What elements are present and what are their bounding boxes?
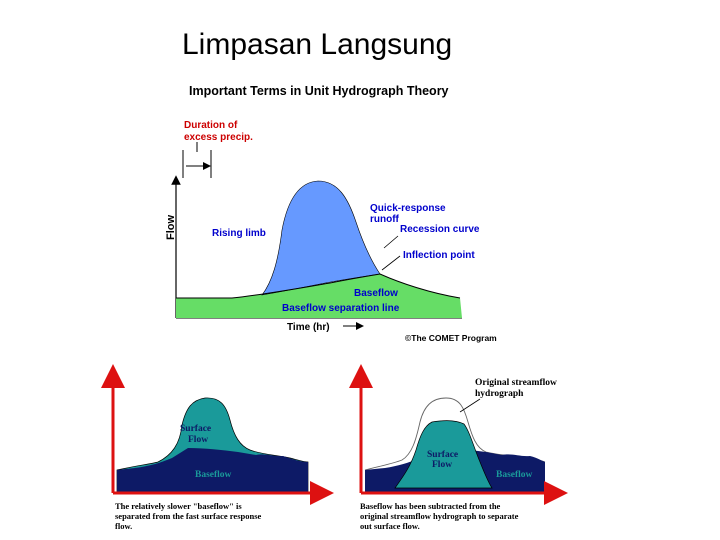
- left-baseflow: [117, 448, 308, 493]
- inflection-pointer: [381, 255, 401, 271]
- right-baseflow-label: Baseflow: [496, 470, 533, 480]
- baseflow-area: [176, 274, 462, 318]
- left-caption-line3: flow.: [115, 521, 132, 531]
- right-caption-line1: Baseflow has been subtracted from the: [360, 501, 501, 511]
- left-caption-line1: The relatively slower "baseflow" is: [115, 501, 242, 511]
- flow-axis-label: Flow: [165, 215, 177, 240]
- recession-pointer: [383, 235, 399, 249]
- left-caption-line2: separated from the fast surface response: [115, 511, 262, 521]
- quick-response-area: [261, 180, 381, 296]
- baseflow-separation-line: [176, 273, 381, 299]
- right-caption-line3: out surface flow.: [360, 521, 420, 531]
- duration-label-line2: excess precip.: [184, 132, 253, 143]
- slide-title: Limpasan Langsung: [182, 28, 453, 61]
- left-baseflow-label: Baseflow: [195, 470, 232, 480]
- original-label-line2: hydrograph: [475, 389, 524, 399]
- copyright-label: ©The COMET Program: [405, 333, 497, 343]
- quick-response-label-line1: Quick-response: [370, 203, 446, 214]
- baseflow-label: Baseflow: [354, 288, 398, 299]
- right-caption-line2: original streamflow hydrograph to separa…: [360, 511, 519, 521]
- right-diagram: Original streamflow hydrograph Surface F…: [349, 364, 568, 531]
- quick-response-label-line2: runoff: [370, 214, 400, 225]
- recession-tail: [379, 273, 461, 299]
- right-surface-label-line2: Flow: [432, 460, 452, 470]
- right-surface-flow: [394, 420, 493, 489]
- recession-curve-label: Recession curve: [400, 224, 480, 235]
- original-label-line1: Original streamflow: [475, 378, 557, 388]
- left-surface-label-line1: Surface: [180, 424, 211, 434]
- time-axis-label: Time (hr): [287, 322, 330, 333]
- rising-limb-label: Rising limb: [212, 228, 266, 239]
- inflection-point-label: Inflection point: [403, 250, 475, 261]
- original-pointer: [459, 398, 481, 413]
- top-diagram: Important Terms in Unit Hydrograph Theor…: [165, 84, 497, 343]
- duration-label-line1: Duration of: [184, 120, 238, 131]
- right-surface-label-line1: Surface: [427, 450, 458, 460]
- left-surface-label-line2: Flow: [188, 435, 208, 445]
- top-diagram-title: Important Terms in Unit Hydrograph Theor…: [189, 84, 449, 98]
- baseflow-separation-label: Baseflow separation line: [282, 303, 400, 314]
- left-diagram: Surface Flow Baseflow The relatively slo…: [101, 364, 334, 531]
